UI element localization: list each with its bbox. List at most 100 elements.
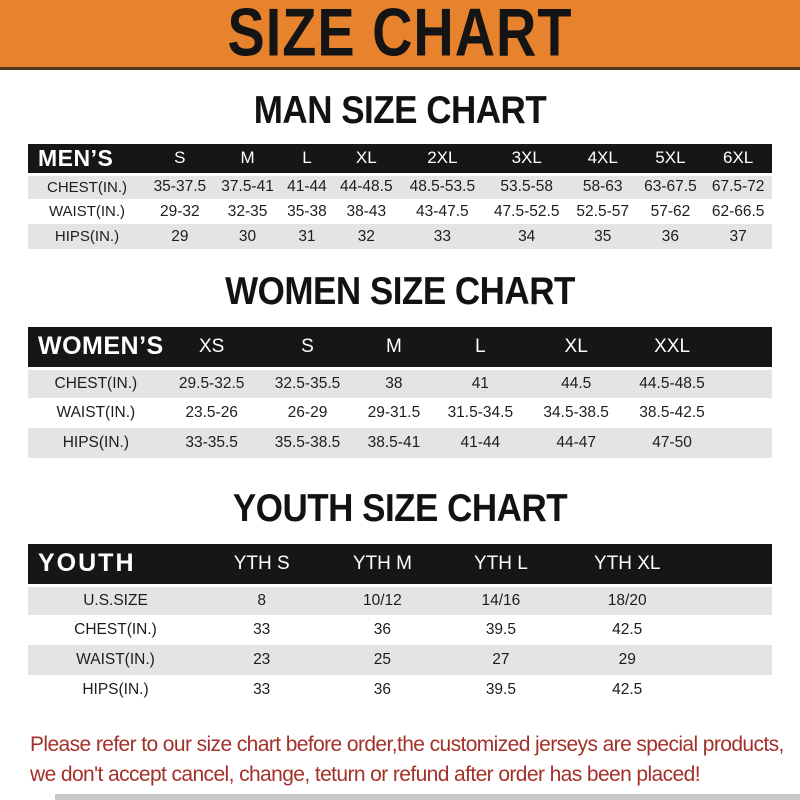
- size-value-cell: 29: [146, 224, 214, 249]
- size-column-header: YTH S: [203, 544, 321, 585]
- row-label-cell: HIPS(IN.): [28, 675, 203, 705]
- row-label-cell: U.S.SIZE: [28, 583, 203, 615]
- size-column-header: 5XL: [636, 144, 705, 174]
- size-column-header: XL: [528, 327, 625, 368]
- row-label-cell: WAIST(IN.): [28, 645, 203, 675]
- size-value-cell: 63-67.5: [636, 172, 705, 199]
- size-value-cell: 10/12: [320, 583, 445, 615]
- table-row: HIPS(IN.) 29 30 31 32 33 34 35 36 37: [28, 224, 772, 249]
- size-value-cell: 38.5-42.5: [624, 398, 720, 428]
- size-value-cell: 36: [636, 224, 705, 249]
- size-value-cell: 25: [320, 645, 445, 675]
- size-value-cell: 38-43: [332, 199, 401, 224]
- size-column-header: 2XL: [400, 144, 485, 174]
- size-value-cell: 42.5: [557, 615, 697, 645]
- size-column-header: XS: [163, 327, 260, 368]
- size-value-cell: 18/20: [557, 583, 697, 615]
- size-value-cell: 32-35: [213, 199, 282, 224]
- table-title-cell: WOMEN’S: [28, 327, 164, 368]
- size-column-header: L: [281, 144, 333, 174]
- size-value-cell: 43-47.5: [400, 199, 485, 224]
- spacer-cell: [697, 583, 772, 615]
- row-label-cell: CHEST(IN.): [28, 615, 203, 645]
- size-column-header: YTH M: [320, 544, 445, 585]
- man-table-wrap: MEN’S S M L XL 2XL 3XL 4XL 5XL 6XL CHEST(IN.) 35-37…: [0, 144, 800, 249]
- size-value-cell: 26-29: [259, 398, 356, 428]
- order-policy-line-2: we don't accept cancel, change, teturn o…: [30, 763, 701, 786]
- size-column-header: M: [213, 144, 282, 174]
- spacer-cell: [720, 428, 772, 458]
- size-chart-banner: SIZE CHART: [0, 0, 800, 70]
- row-label-cell: WAIST(IN.): [28, 398, 164, 428]
- size-value-cell: 34.5-38.5: [528, 398, 625, 428]
- size-value-cell: 36: [320, 675, 445, 705]
- table-row: CHEST(IN.) 35-37.5 37.5-41 41-44 44-48.5 48.5…: [28, 172, 772, 199]
- size-column-header: 6XL: [704, 144, 772, 174]
- table-row: CHEST(IN.) 29.5-32.5 32.5-35.5 38 41 44.5 44.5…: [28, 366, 772, 398]
- size-value-cell: 41-44: [432, 428, 529, 458]
- size-value-cell: 29-31.5: [355, 398, 433, 428]
- bottom-edge-strip: [55, 794, 800, 800]
- size-column-header: 4XL: [568, 144, 637, 174]
- size-value-cell: 44-48.5: [332, 172, 401, 199]
- size-value-cell: 38: [355, 366, 433, 398]
- row-label-cell: HIPS(IN.): [28, 224, 146, 249]
- size-value-cell: 47-50: [624, 428, 720, 458]
- size-value-cell: 33: [203, 675, 321, 705]
- size-column-header: XXL: [624, 327, 720, 368]
- spacer-cell: [697, 675, 772, 705]
- size-value-cell: 58-63: [568, 172, 637, 199]
- size-column-header: YTH XL: [557, 544, 697, 585]
- spacer-cell: [720, 366, 772, 398]
- table-title-cell: YOUTH: [28, 544, 203, 585]
- row-label-cell: CHEST(IN.): [28, 172, 146, 199]
- size-column-header: S: [146, 144, 214, 174]
- row-label-cell: HIPS(IN.): [28, 428, 164, 458]
- size-value-cell: 52.5-57: [568, 199, 637, 224]
- man-section-title: MAN SIZE CHART: [253, 89, 547, 132]
- table-header-row: MEN’S S M L XL 2XL 3XL 4XL 5XL 6XL: [28, 144, 772, 174]
- size-value-cell: 30: [213, 224, 282, 249]
- row-label-cell: CHEST(IN.): [28, 366, 164, 398]
- size-value-cell: 38.5-41: [355, 428, 433, 458]
- size-value-cell: 57-62: [636, 199, 705, 224]
- size-value-cell: 42.5: [557, 675, 697, 705]
- size-value-cell: 44-47: [528, 428, 625, 458]
- size-value-cell: 29-32: [146, 199, 214, 224]
- size-column-header: S: [259, 327, 356, 368]
- size-value-cell: 35-37.5: [146, 172, 214, 199]
- man-size-table: MEN’S S M L XL 2XL 3XL 4XL 5XL 6XL CHEST(IN.) 35-37…: [28, 144, 772, 249]
- size-value-cell: 33: [400, 224, 485, 249]
- youth-section-title: YOUTH SIZE CHART: [232, 487, 568, 530]
- youth-table-wrap: YOUTH YTH S YTH M YTH L YTH XL U.S.SIZE 8 10/12…: [0, 544, 800, 705]
- spacer-cell: [697, 645, 772, 675]
- table-row: WAIST(IN.) 29-32 32-35 35-38 38-43 43-47.5 47.…: [28, 199, 772, 224]
- size-value-cell: 29: [557, 645, 697, 675]
- size-value-cell: 29.5-32.5: [163, 366, 260, 398]
- youth-size-table: YOUTH YTH S YTH M YTH L YTH XL U.S.SIZE 8 10/12…: [28, 544, 772, 705]
- size-value-cell: 27: [444, 645, 558, 675]
- size-value-cell: 41: [432, 366, 529, 398]
- page-title: SIZE CHART: [227, 0, 573, 71]
- table-row: CHEST(IN.) 33 36 39.5 42.5: [28, 615, 772, 645]
- women-section: WOMEN SIZE CHART WOMEN’S XS S M L XL XXL CHEST(…: [0, 270, 800, 458]
- size-value-cell: 44.5: [528, 366, 625, 398]
- table-header-row: YOUTH YTH S YTH M YTH L YTH XL: [28, 544, 772, 585]
- table-row: WAIST(IN.) 23 25 27 29: [28, 645, 772, 675]
- table-row: HIPS(IN.) 33 36 39.5 42.5: [28, 675, 772, 705]
- size-value-cell: 34: [484, 224, 569, 249]
- order-policy-line-1: Please refer to our size chart before or…: [30, 733, 784, 756]
- table-row: U.S.SIZE 8 10/12 14/16 18/20: [28, 583, 772, 615]
- man-section: MAN SIZE CHART MEN’S S M L XL 2XL 3XL 4XL 5XL 6XL…: [0, 89, 800, 249]
- size-value-cell: 44.5-48.5: [624, 366, 720, 398]
- size-column-header: 3XL: [484, 144, 569, 174]
- size-value-cell: 62-66.5: [704, 199, 772, 224]
- size-value-cell: 53.5-58: [484, 172, 569, 199]
- size-value-cell: 32: [332, 224, 401, 249]
- size-value-cell: 31.5-34.5: [432, 398, 529, 428]
- size-value-cell: 67.5-72: [704, 172, 772, 199]
- size-value-cell: 41-44: [281, 172, 333, 199]
- order-policy-note: Please refer to our size chart before or…: [0, 730, 800, 790]
- women-size-table: WOMEN’S XS S M L XL XXL CHEST(IN.) 29.5-32.5 32.5…: [28, 327, 772, 458]
- spacer-cell: [697, 544, 772, 585]
